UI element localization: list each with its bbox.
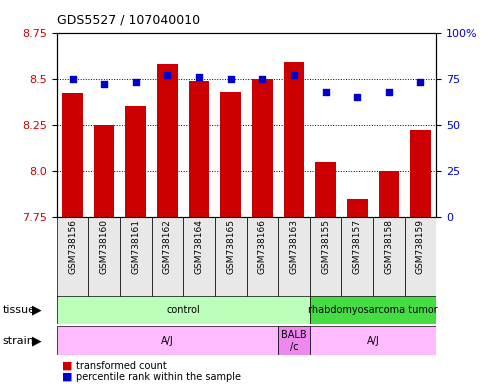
Text: GSM738156: GSM738156 [68, 219, 77, 275]
Text: ▶: ▶ [32, 334, 42, 347]
Text: ▶: ▶ [32, 304, 42, 316]
Text: ■: ■ [62, 361, 72, 371]
Point [69, 76, 76, 82]
Text: GSM738159: GSM738159 [416, 219, 425, 275]
Text: percentile rank within the sample: percentile rank within the sample [76, 372, 242, 382]
Bar [126, 106, 146, 217]
Point [321, 89, 329, 95]
Point [195, 74, 203, 80]
Bar [88, 217, 120, 298]
Text: A/J: A/J [367, 336, 380, 346]
Bar [379, 171, 399, 217]
Bar [157, 64, 177, 217]
Bar [310, 296, 436, 324]
Bar [189, 81, 210, 217]
Bar [252, 79, 273, 217]
Text: GSM738163: GSM738163 [289, 219, 298, 275]
Text: ■: ■ [62, 372, 72, 382]
Text: tissue: tissue [2, 305, 35, 315]
Point [132, 79, 140, 86]
Bar [278, 326, 310, 355]
Bar [57, 326, 278, 355]
Bar [57, 217, 88, 298]
Bar [410, 130, 431, 217]
Bar [246, 217, 278, 298]
Text: BALB
/c: BALB /c [281, 330, 307, 352]
Text: rhabdomyosarcoma tumor: rhabdomyosarcoma tumor [308, 305, 438, 315]
Point [164, 72, 172, 78]
Point [385, 89, 393, 95]
Bar [373, 217, 405, 298]
Text: GSM738165: GSM738165 [226, 219, 235, 275]
Text: GSM738164: GSM738164 [195, 219, 204, 274]
Bar [94, 125, 114, 217]
Bar [283, 62, 304, 217]
Point [417, 79, 424, 86]
Bar [220, 92, 241, 217]
Point [100, 81, 108, 87]
Text: strain: strain [2, 336, 35, 346]
Text: GSM738161: GSM738161 [131, 219, 141, 275]
Bar [310, 217, 341, 298]
Bar [215, 217, 246, 298]
Bar [310, 326, 436, 355]
Text: GDS5527 / 107040010: GDS5527 / 107040010 [57, 14, 200, 27]
Text: GSM738162: GSM738162 [163, 219, 172, 274]
Bar [57, 296, 310, 324]
Bar [62, 93, 83, 217]
Point [290, 72, 298, 78]
Bar [347, 199, 367, 217]
Point [227, 76, 235, 82]
Bar [183, 217, 215, 298]
Text: GSM738166: GSM738166 [258, 219, 267, 275]
Bar [316, 162, 336, 217]
Text: GSM738155: GSM738155 [321, 219, 330, 275]
Bar [341, 217, 373, 298]
Point [353, 94, 361, 100]
Point [258, 76, 266, 82]
Bar [120, 217, 152, 298]
Text: GSM738157: GSM738157 [352, 219, 362, 275]
Text: A/J: A/J [161, 336, 174, 346]
Bar [278, 217, 310, 298]
Text: GSM738160: GSM738160 [100, 219, 108, 275]
Text: control: control [166, 305, 200, 315]
Text: transformed count: transformed count [76, 361, 167, 371]
Bar [152, 217, 183, 298]
Bar [405, 217, 436, 298]
Text: GSM738158: GSM738158 [385, 219, 393, 275]
